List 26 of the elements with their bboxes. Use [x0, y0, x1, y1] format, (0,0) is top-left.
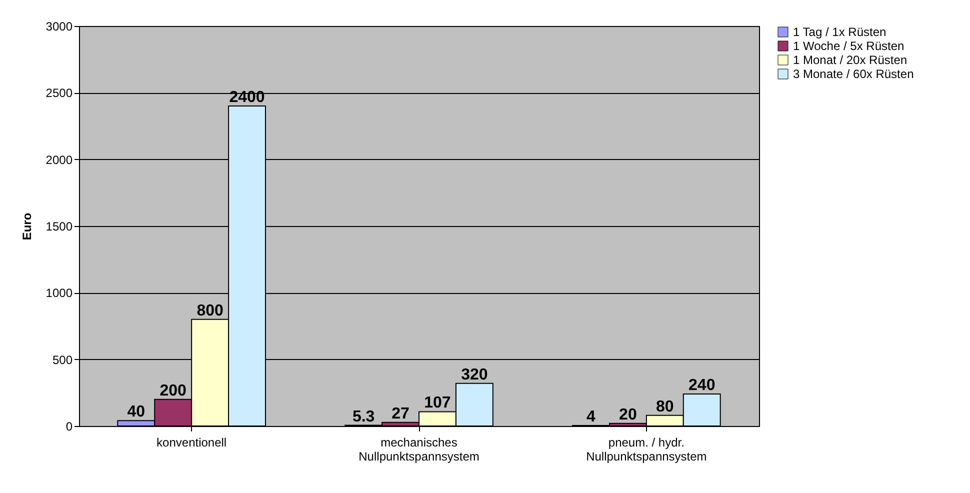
data-label: 240: [688, 377, 716, 394]
legend-label: 1 Woche / 5x Rüsten: [793, 39, 904, 53]
legend-label: 1 Tag / 1x Rüsten: [793, 25, 886, 39]
x-tick-label: konventionell: [156, 436, 227, 450]
data-label: 800: [196, 302, 224, 320]
x-tick-label: pneum. / hydr. Nullpunktspannsystem: [586, 436, 707, 464]
y-tick-label: 2500: [46, 86, 73, 100]
data-label: 80: [656, 398, 674, 416]
data-label: 40: [127, 404, 146, 421]
data-label: 320: [461, 366, 488, 384]
x-tick-label: mechanisches Nullpunktspannsystem: [358, 436, 480, 464]
y-axis-title: Euro: [20, 212, 34, 240]
data-label: 20: [619, 406, 637, 424]
data-label: 200: [160, 382, 187, 400]
data-label: 107: [424, 394, 451, 412]
data-label: 4: [586, 408, 596, 426]
y-tick-label: 500: [52, 352, 73, 367]
y-tick-label: 3000: [46, 20, 73, 34]
y-tick-label: 1000: [46, 286, 73, 300]
y-tick-label: 2000: [46, 152, 73, 167]
legend-label: 1 Monat / 20x Rüsten: [793, 53, 908, 67]
y-tick-label: 0: [66, 420, 73, 434]
data-label: 5.3: [352, 408, 375, 426]
y-tick-label: 1500: [46, 220, 73, 234]
legend-label: 3 Monate / 60x Rüsten: [793, 67, 914, 81]
data-label: 27: [392, 405, 410, 422]
